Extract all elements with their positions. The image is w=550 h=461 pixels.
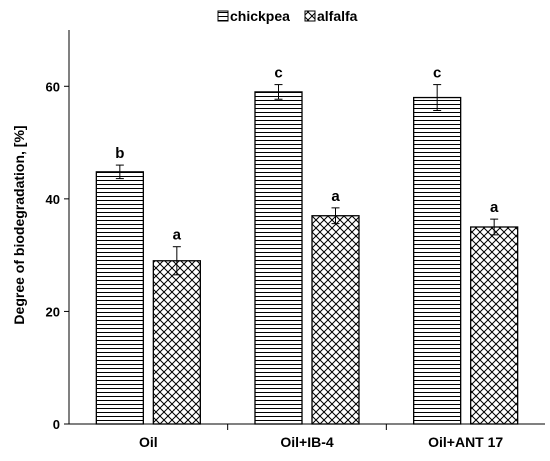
significance-label: b — [115, 145, 124, 162]
significance-label: a — [490, 199, 499, 216]
legend-swatch-chickpea — [217, 10, 229, 22]
category-label: Oil+ANT 17 — [428, 434, 503, 450]
legend-label-alfalfa: alfalfa — [317, 8, 358, 24]
y-tick-label: 0 — [53, 417, 60, 432]
significance-label: c — [433, 65, 441, 82]
y-axis-label: Degree of biodegradation, [%] — [11, 125, 27, 324]
legend: chickpea alfalfa — [217, 8, 358, 24]
x-axis: Oil Oil+IB-4 Oil+ANT 17 — [139, 424, 503, 450]
bar-chickpea — [254, 91, 303, 425]
y-tick-label: 60 — [46, 79, 60, 94]
bar-chickpea — [95, 171, 144, 425]
category-label: Oil — [139, 434, 158, 450]
y-tick-label: 20 — [46, 304, 60, 319]
significance-label: c — [274, 65, 282, 82]
y-axis: 0 20 40 60 — [46, 79, 69, 432]
y-tick-label: 40 — [46, 192, 60, 207]
category-label: Oil+IB-4 — [280, 434, 334, 450]
legend-label-chickpea: chickpea — [230, 8, 290, 24]
bar-alfalfa — [470, 226, 519, 425]
significance-label: a — [331, 188, 340, 205]
bars: b a c a c a — [95, 65, 519, 425]
significance-label: a — [173, 227, 182, 244]
bar-alfalfa — [152, 260, 201, 425]
bar-chickpea — [413, 96, 462, 425]
bar-alfalfa — [311, 215, 360, 425]
legend-swatch-alfalfa — [304, 10, 316, 22]
